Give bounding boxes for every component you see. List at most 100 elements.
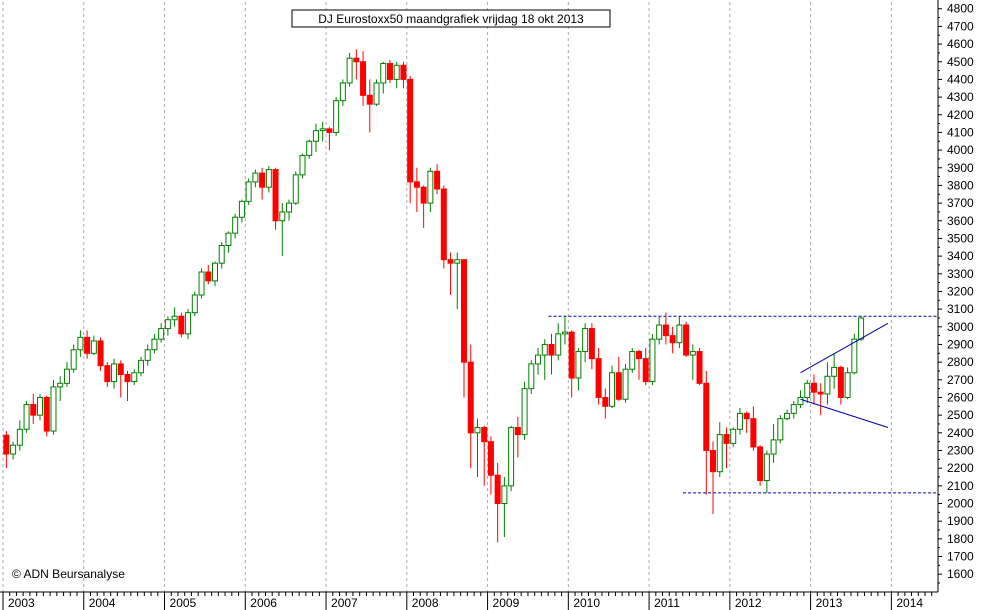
- y-tick-label: 2900: [947, 337, 974, 351]
- candle-body: [757, 446, 764, 482]
- candle-body: [615, 372, 622, 400]
- candle-body: [561, 331, 568, 335]
- candle-body: [487, 441, 494, 476]
- copyright-label: © ADN Beursanalyse: [12, 567, 125, 581]
- candle-body: [555, 333, 562, 356]
- candle: [57, 376, 64, 402]
- candle: [286, 199, 293, 221]
- candle: [225, 231, 232, 253]
- candle: [575, 348, 582, 391]
- candle: [582, 323, 589, 363]
- candle: [602, 388, 609, 419]
- candle-body: [810, 382, 817, 393]
- x-year-label: 2006: [250, 596, 277, 610]
- candle-body: [50, 386, 57, 432]
- y-tick-label: 2000: [947, 497, 974, 511]
- candle-body: [548, 343, 555, 356]
- candle-body: [158, 328, 165, 340]
- y-tick-label: 1800: [947, 532, 974, 546]
- candle: [407, 75, 414, 204]
- candle-body: [117, 363, 124, 376]
- candle-body: [501, 485, 508, 504]
- candle-body: [393, 64, 400, 80]
- candle: [454, 252, 461, 310]
- candle-body: [642, 358, 649, 383]
- candle: [299, 153, 306, 179]
- candle: [10, 441, 17, 460]
- candle: [555, 323, 562, 361]
- candle-body: [360, 61, 367, 96]
- y-tick-label: 3800: [947, 178, 974, 192]
- candle-body: [669, 335, 676, 344]
- candle-body: [514, 427, 521, 436]
- candle: [588, 323, 595, 370]
- candle: [501, 476, 508, 538]
- candle: [541, 339, 548, 380]
- candle-body: [736, 412, 743, 430]
- candle: [420, 185, 427, 228]
- candle-body: [346, 57, 353, 84]
- candle: [360, 51, 367, 106]
- candle-body: [225, 232, 232, 247]
- y-tick-label: 2300: [947, 443, 974, 457]
- candle: [413, 167, 420, 212]
- candle: [824, 362, 831, 405]
- candle-body: [588, 328, 595, 360]
- candle: [736, 408, 743, 435]
- candle: [90, 335, 97, 356]
- candle-body: [703, 382, 710, 451]
- candle-body: [339, 82, 346, 102]
- candle-body: [582, 328, 589, 353]
- y-tick-label: 2100: [947, 479, 974, 493]
- candle-body: [831, 366, 838, 377]
- candle: [763, 450, 770, 493]
- candle: [696, 348, 703, 386]
- candle: [97, 337, 104, 371]
- candle-body: [467, 361, 474, 434]
- candle-body: [407, 78, 414, 183]
- candle: [232, 213, 239, 239]
- candle: [205, 264, 212, 285]
- candle: [817, 383, 824, 416]
- candle-body: [3, 434, 10, 455]
- candle-body: [635, 351, 642, 360]
- candle: [649, 333, 656, 386]
- candle: [730, 427, 737, 447]
- candle: [185, 309, 192, 340]
- y-tick-label: 3200: [947, 284, 974, 298]
- y-tick-label: 3900: [947, 161, 974, 175]
- y-tick-label: 3600: [947, 214, 974, 228]
- candle: [784, 409, 791, 421]
- candle: [810, 374, 817, 405]
- candle: [171, 307, 178, 327]
- candle-body: [326, 128, 333, 133]
- candle-body: [763, 453, 770, 482]
- candle: [164, 316, 171, 336]
- y-tick-label: 3000: [947, 320, 974, 334]
- candle-body: [10, 444, 17, 455]
- candle: [137, 356, 144, 377]
- candle-body: [844, 372, 851, 398]
- y-tick-label: 2600: [947, 390, 974, 404]
- candle: [757, 445, 764, 486]
- candle-body: [164, 319, 171, 330]
- candle: [272, 167, 279, 230]
- candle-body: [70, 349, 77, 370]
- candle-body: [427, 170, 434, 204]
- y-tick-label: 4100: [947, 125, 974, 139]
- candle-body: [474, 427, 481, 434]
- candle: [790, 401, 797, 419]
- candle-body: [151, 338, 158, 351]
- candle-body: [63, 368, 70, 384]
- candle-body: [57, 382, 64, 388]
- candle-body: [481, 427, 488, 443]
- candle: [622, 363, 629, 403]
- candle: [467, 344, 474, 469]
- candle-body: [770, 439, 777, 455]
- candle: [716, 422, 723, 477]
- candle-body: [662, 324, 669, 337]
- candle-body: [232, 216, 239, 234]
- candle: [609, 365, 616, 409]
- candle: [211, 261, 218, 287]
